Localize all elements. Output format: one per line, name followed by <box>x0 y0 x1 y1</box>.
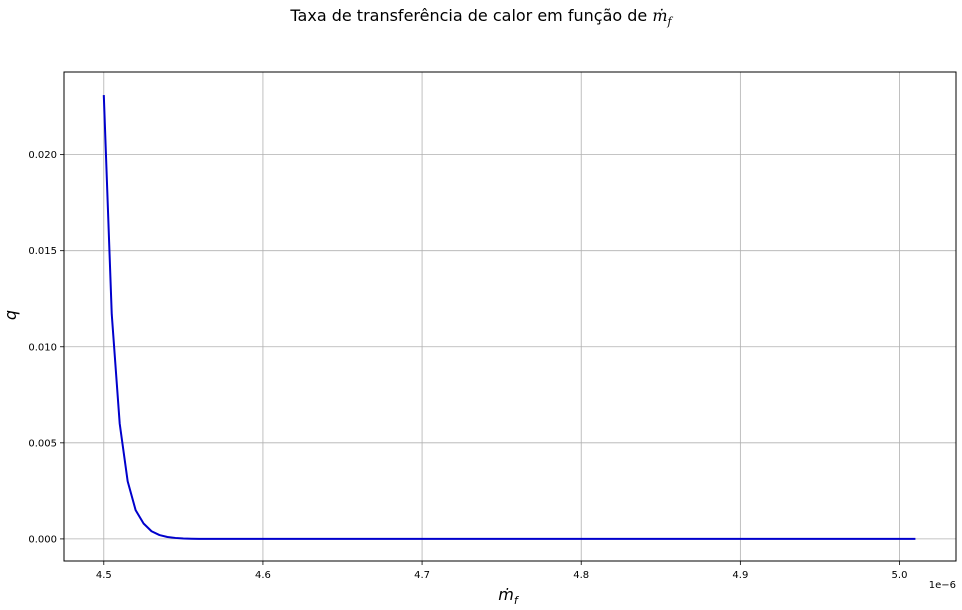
line-series <box>102 95 916 540</box>
y-tick-label: 0.005 <box>28 438 57 449</box>
chart-title: Taxa de transferência de calor em função… <box>0 6 962 28</box>
grid-lines <box>64 72 956 561</box>
y-tick-label: 0.010 <box>28 342 57 353</box>
chart-title-text: Taxa de transferência de calor em função… <box>290 6 653 25</box>
y-tick-label: 0.000 <box>28 534 57 545</box>
x-tick-label: 5.0 <box>892 570 908 581</box>
x-axis-label-sub: f <box>514 594 520 607</box>
y-tick-label: 0.015 <box>28 246 57 257</box>
y-axis-label: q <box>1 310 20 320</box>
chart-title-math-sub: f <box>667 15 672 29</box>
axes-frame <box>63 71 957 562</box>
x-axis-label-main: ṁ <box>498 585 514 604</box>
x-offset-label: 1e−6 <box>929 580 956 591</box>
x-tick-label: 4.5 <box>96 570 112 581</box>
x-tick-label: 4.6 <box>255 570 271 581</box>
y-ticks: 0.000 0.005 0.010 0.015 0.020 <box>28 150 64 545</box>
x-ticks: 4.5 4.6 4.7 4.8 4.9 5.0 <box>96 561 908 581</box>
chart-title-math: ṁf <box>652 6 672 29</box>
x-axis-label: ṁf <box>498 585 520 607</box>
series-line <box>102 95 916 540</box>
x-tick-label: 4.8 <box>573 570 589 581</box>
y-tick-label: 0.020 <box>28 150 57 161</box>
chart-title-math-symbol: ṁ <box>652 6 668 25</box>
x-tick-label: 4.7 <box>414 570 430 581</box>
x-tick-label: 4.9 <box>732 570 748 581</box>
